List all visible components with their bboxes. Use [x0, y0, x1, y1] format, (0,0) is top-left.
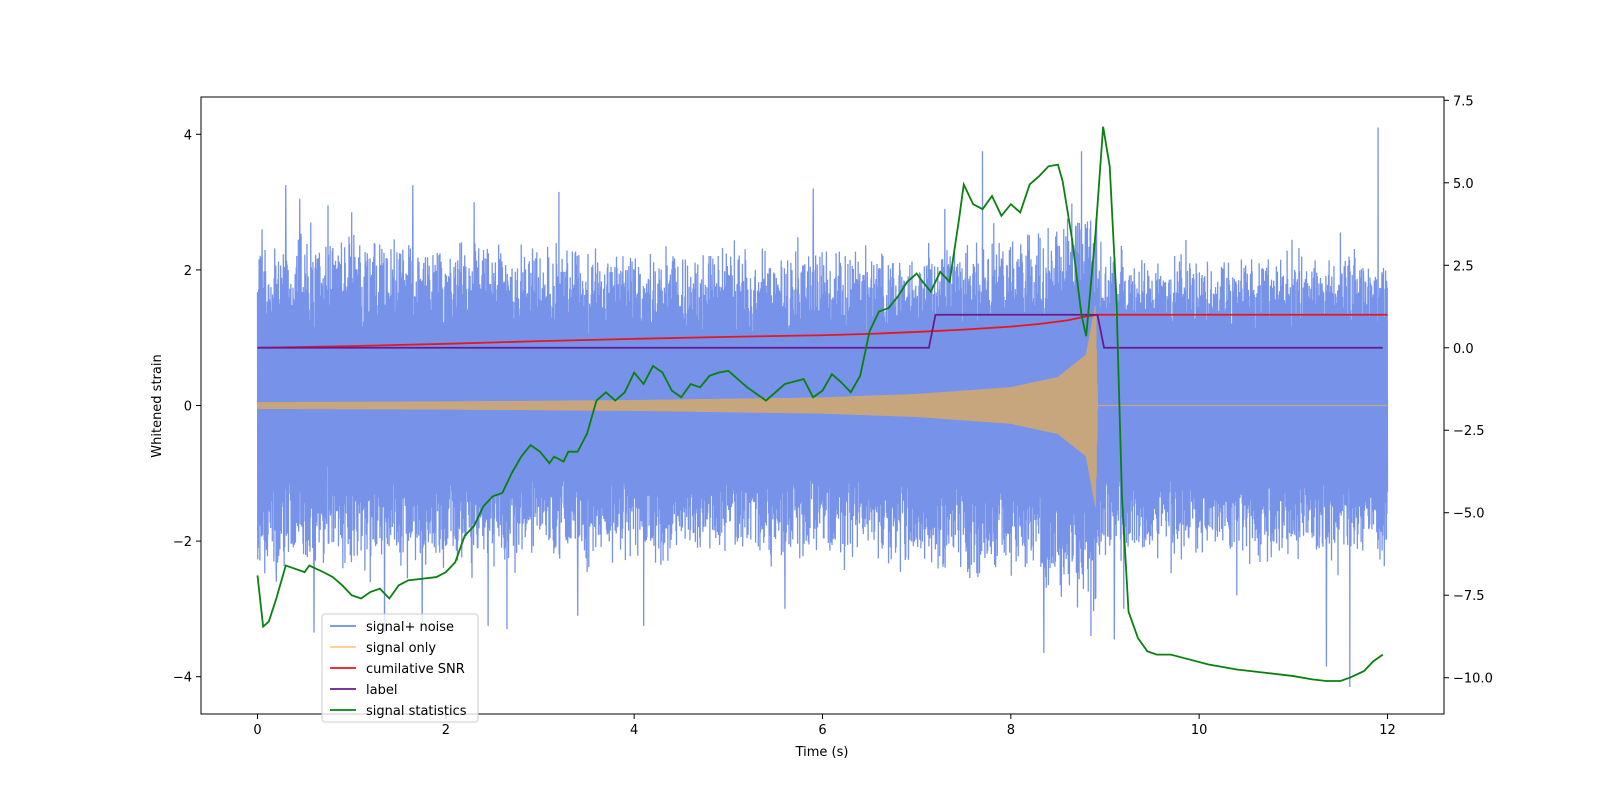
cumulative-snr-line — [257, 313, 1388, 349]
y2-tick-label: 0.0 — [1453, 342, 1474, 357]
legend-label: signal statistics — [366, 704, 467, 719]
y2-tick-label: 5.0 — [1453, 177, 1474, 192]
signal-plus-noise-line — [256, 127, 1389, 687]
series-signal-plus-noise — [256, 127, 1389, 687]
legend-item: label — [330, 683, 397, 698]
x-tick-label: 6 — [818, 723, 826, 738]
legend-label: label — [366, 683, 397, 698]
legend-label: cumilative SNR — [366, 662, 465, 677]
y-axis-left-ticks: 4 2 0 −2 −4 — [173, 128, 201, 686]
legend-item: signal only — [330, 641, 436, 656]
series-cumulative-snr — [257, 313, 1388, 349]
x-tick-label: 8 — [1007, 723, 1015, 738]
signal-statistics-line — [256, 126, 1384, 682]
y2-tick-label: 7.5 — [1453, 94, 1474, 109]
legend: signal+ noise signal only cumilative SNR la… — [321, 613, 479, 723]
legend-item: cumilative SNR — [330, 662, 465, 677]
y-tick-label: 0 — [184, 400, 192, 415]
label-line — [257, 313, 1383, 349]
y2-tick-label: 2.5 — [1453, 259, 1474, 274]
legend-label: signal only — [366, 641, 436, 656]
y2-tick-label: −7.5 — [1453, 589, 1485, 604]
y2-tick-label: −10.0 — [1453, 672, 1493, 687]
legend-label: signal+ noise — [366, 620, 454, 635]
x-tick-label: 12 — [1379, 723, 1396, 738]
y2-tick-label: −2.5 — [1453, 424, 1485, 439]
legend-box — [321, 613, 479, 723]
y-tick-label: 2 — [184, 264, 192, 279]
x-tick-label: 10 — [1191, 723, 1208, 738]
signal-only-line — [256, 305, 1388, 507]
y-tick-label: −4 — [173, 671, 192, 686]
legend-item: signal+ noise — [330, 620, 454, 635]
series-signal-only — [256, 305, 1388, 507]
x-tick-label: 4 — [630, 723, 638, 738]
y2-tick-label: −5.0 — [1453, 507, 1485, 522]
x-axis-label: Time (s) — [795, 745, 849, 760]
legend-item: signal statistics — [330, 704, 467, 719]
x-tick-label: 0 — [253, 723, 261, 738]
y-tick-label: −2 — [173, 535, 192, 550]
series-signal-statistics — [256, 126, 1384, 682]
series-label — [257, 313, 1383, 349]
y-tick-label: 4 — [184, 128, 192, 143]
y-axis-label: Whitened strain — [150, 354, 165, 457]
y-axis-right-ticks: 7.5 5.0 2.5 0.0 −2.5 −5.0 −7.5 −10.0 — [1444, 94, 1493, 687]
x-tick-label: 2 — [442, 723, 450, 738]
